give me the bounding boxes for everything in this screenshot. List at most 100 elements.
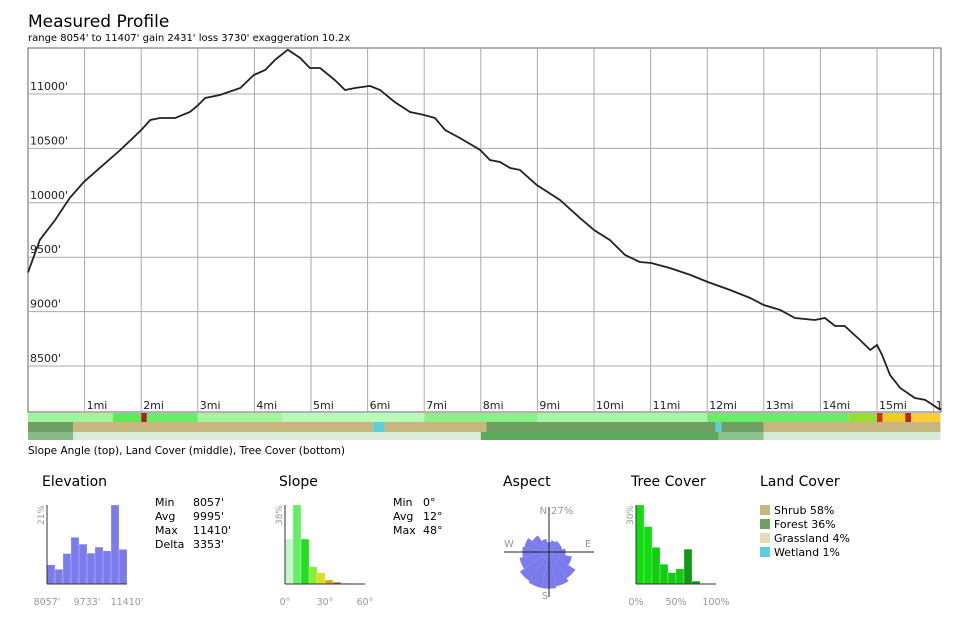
- land-cover-legend: Shrub 58% Forest 36% Grassland 4% Wetland 1…: [760, 503, 850, 559]
- slope-band-segment: [424, 413, 538, 422]
- landcover-band-segment: [486, 422, 716, 432]
- y-tick-label: 11000': [30, 80, 68, 93]
- elevation-stat-row: Min 8057': [155, 496, 231, 510]
- legend-label: Forest 36%: [774, 517, 836, 531]
- slope-stat-row: Min 0°: [393, 496, 443, 510]
- aspect-wedge: [549, 544, 563, 552]
- tree-cover-x-tick-label: 100%: [702, 597, 729, 608]
- tree-cover-bar: [659, 564, 669, 585]
- elevation-bar: [62, 553, 72, 585]
- slope-bar: [292, 504, 302, 585]
- elevation-bar: [118, 549, 128, 585]
- aspect-wedge: [549, 540, 561, 552]
- legend-swatch: [760, 505, 770, 515]
- tree-cover-bar: [651, 547, 661, 585]
- elevation-stat-row: Avg 9995': [155, 510, 231, 524]
- stat-value: 8057': [193, 496, 225, 509]
- legend-item-shrub: Shrub 58%: [760, 503, 850, 517]
- treecover-band-segment: [763, 432, 941, 440]
- aspect-title: Aspect: [503, 474, 551, 490]
- elevation-bar: [94, 546, 104, 585]
- slope-band-segment: [146, 413, 198, 422]
- x-tick-label: 12mi: [709, 399, 737, 412]
- bands-caption: Slope Angle (top), Land Cover (middle), …: [28, 445, 345, 457]
- slope-band-segment: [848, 413, 877, 422]
- elevation-bar: [86, 552, 96, 585]
- aspect-max-label: 27%: [551, 506, 573, 517]
- slope-band-segment: [197, 413, 283, 422]
- aspect-wedge: [528, 552, 549, 588]
- histograms: 21% 8057' 9733' 11410' 38% 0° 30° 60° 30% 0% 50% 10…: [34, 504, 730, 608]
- stat-label: Min: [155, 496, 175, 509]
- slope-bar: [308, 566, 318, 585]
- elevation-profile-chart: 11000'10500'10000'9500'9000'8500'1mi 2mi 3…: [27, 47, 943, 440]
- x-tick-label: 2mi: [143, 399, 164, 412]
- tree-cover-x-tick-label: 0%: [628, 597, 643, 608]
- elevation-bar: [54, 569, 64, 585]
- treecover-band-segment: [28, 432, 74, 440]
- tree-cover-bar: [683, 548, 693, 585]
- slope-x-tick-label: 60°: [357, 597, 374, 608]
- aspect-wedge: [549, 552, 569, 587]
- stat-label: Max: [393, 524, 416, 537]
- slope-band-segment: [112, 413, 142, 422]
- slope-x-tick-label: 0°: [280, 597, 291, 608]
- elevation-stat-row: Max 11410': [155, 524, 231, 538]
- x-tick-label: 14mi: [822, 399, 850, 412]
- legend-item-grassland: Grassland 4%: [760, 531, 850, 545]
- landcover-band-segment: [715, 422, 722, 432]
- slope-stats: Min 0° Avg 12° Max 48°: [393, 496, 443, 538]
- stat-value: 12°: [423, 510, 443, 523]
- x-tick-label: 10mi: [596, 399, 624, 412]
- slope-band-segment: [877, 413, 883, 422]
- aspect-wedge: [524, 538, 549, 552]
- stat-label: Max: [155, 524, 178, 537]
- tree-cover-title: Tree Cover: [631, 474, 706, 490]
- stat-label: Avg: [155, 510, 176, 523]
- slope-bar: [300, 538, 310, 585]
- elevation-x-tick-label: 8057': [34, 597, 61, 608]
- treecover-band-segment: [718, 432, 764, 440]
- slope-title: Slope: [279, 474, 318, 490]
- slope-bar: [284, 538, 294, 585]
- x-tick-label: 8mi: [483, 399, 504, 412]
- slope-band-segment: [28, 413, 113, 422]
- x-tick-label: 11mi: [653, 399, 681, 412]
- slope-y-max-label: 38%: [275, 505, 285, 525]
- slope-band-segment: [537, 413, 708, 422]
- aspect-wedge: [549, 552, 576, 579]
- aspect-wedge: [549, 540, 556, 552]
- stat-label: Avg: [393, 510, 414, 523]
- tree-cover-bar: [667, 572, 677, 585]
- stat-value: 3353': [193, 538, 225, 551]
- slope-band-segment: [141, 413, 147, 422]
- legend-label: Wetland 1%: [774, 545, 841, 559]
- elevation-y-max-label: 21%: [37, 505, 47, 525]
- x-tick-label: 1mi: [87, 399, 108, 412]
- y-tick-label: 10500': [30, 134, 68, 147]
- aspect-south-label: S: [542, 591, 548, 602]
- landcover-band-segment: [73, 422, 374, 432]
- stat-value: 11410': [193, 524, 232, 537]
- legend-item-wetland: Wetland 1%: [760, 545, 850, 559]
- x-tick-label: 3mi: [200, 399, 221, 412]
- aspect-east-label: E: [585, 539, 591, 550]
- slope-band-segment: [882, 413, 906, 422]
- elevation-bar: [78, 543, 88, 585]
- treecover-band-segment: [480, 432, 719, 440]
- tree-cover-x-tick-label: 50%: [665, 597, 686, 608]
- land-cover-title: Land Cover: [760, 474, 840, 490]
- y-tick-label: 8500': [30, 352, 61, 365]
- slope-bar: [316, 572, 326, 585]
- treecover-band-segment: [73, 432, 481, 440]
- slope-band-segment: [707, 413, 849, 422]
- x-tick-label: 7mi: [426, 399, 447, 412]
- elevation-stat-row: Delta 3353': [155, 538, 231, 552]
- x-tick-label: 5mi: [313, 399, 334, 412]
- x-tick-label: 15mi: [879, 399, 907, 412]
- stat-value: 48°: [423, 524, 443, 537]
- tree-cover-bar: [675, 568, 685, 585]
- profile-summary: range 8054' to 11407' gain 2431' loss 37…: [28, 33, 351, 44]
- elevation-bar: [70, 537, 80, 585]
- elevation-title: Elevation: [42, 474, 108, 490]
